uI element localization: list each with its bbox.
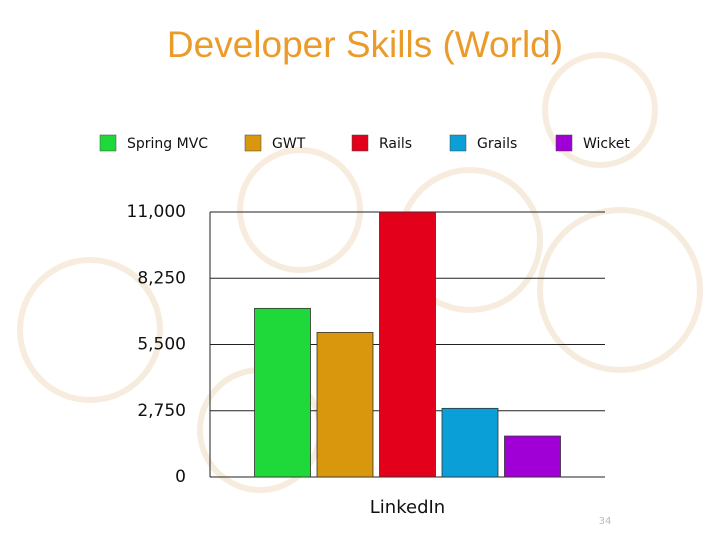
legend-label: GWT [272, 136, 306, 152]
bar [316, 332, 374, 478]
bar [254, 307, 311, 478]
y-tick-label: 2,750 [137, 401, 186, 421]
x-tick-label: LinkedIn [370, 497, 445, 518]
bar [504, 435, 561, 478]
legend-label: Spring MVC [127, 136, 208, 152]
chart-title: Developer Skills (World) [167, 24, 563, 65]
legend-swatch [555, 134, 573, 152]
page-number: 34 [599, 516, 612, 527]
y-tick-label: 0 [175, 467, 186, 487]
legend-label: Wicket [583, 136, 630, 152]
legend-label: Rails [379, 136, 412, 152]
bar [379, 211, 436, 478]
y-tick-label: 8,250 [137, 268, 186, 288]
y-tick-label: 5,500 [137, 335, 186, 355]
y-tick-label: 11,000 [127, 202, 186, 222]
bar [441, 407, 499, 478]
legend-swatch [351, 134, 369, 152]
legend-label: Grails [477, 136, 517, 152]
legend-swatch [99, 134, 117, 152]
legend-swatch [244, 134, 262, 152]
legend-swatch [449, 134, 467, 152]
